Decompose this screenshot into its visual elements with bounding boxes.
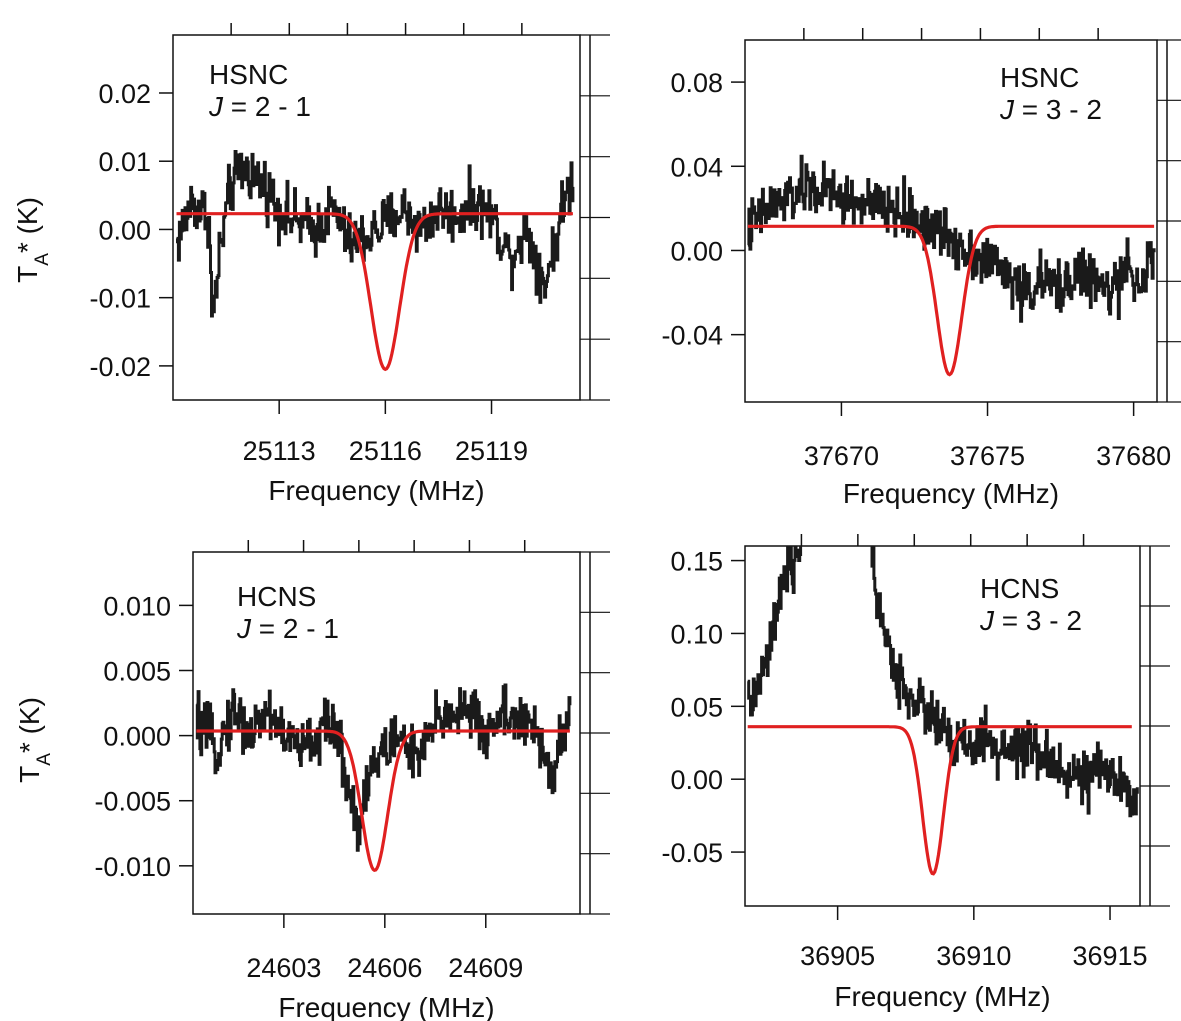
x-axis-title: Frequency (MHz): [268, 475, 484, 506]
y-tick-label: -0.05: [661, 838, 723, 868]
y-tick-label: -0.01: [89, 284, 151, 314]
x-axis-title: Frequency (MHz): [834, 981, 1050, 1012]
y-tick-label: -0.02: [89, 352, 151, 382]
x-tick-label: 25119: [455, 436, 528, 466]
y-tick-label: 0.005: [103, 656, 171, 686]
x-tick-label: 25116: [349, 436, 422, 466]
transition-species-label: HCNS: [237, 581, 316, 612]
model-fit-curve: [176, 212, 573, 372]
y-tick-label: 0.000: [103, 722, 171, 752]
data-layer: [176, 150, 575, 372]
y-tick-label: 0.05: [670, 692, 723, 722]
y-tick-label: 0.10: [670, 619, 723, 649]
observed-spectrum: [747, 154, 1156, 323]
x-tick-label: 36905: [800, 941, 875, 971]
y-tick-label: -0.04: [661, 321, 723, 351]
x-axis-title: Frequency (MHz): [278, 992, 494, 1021]
x-tick-label: 36910: [936, 941, 1011, 971]
data-layer: [747, 154, 1156, 377]
y-tick-label: 0.00: [670, 765, 723, 795]
x-tick-label: 24603: [246, 953, 321, 983]
y-tick-label: 0.010: [103, 591, 171, 621]
x-axis-title: Frequency (MHz): [843, 478, 1059, 509]
y-tick-label: 0.00: [98, 215, 151, 245]
chart-panel-3: 0.010 0.005 0.000 -0.005 -0.010 24603 24606 246…: [14, 540, 610, 1021]
transition-quantum-label: J = 3 - 2: [979, 605, 1082, 636]
x-tick-label: 24606: [347, 953, 422, 983]
transition-quantum-label: J = 3 - 2: [999, 94, 1102, 125]
x-tick-label: 37675: [950, 441, 1025, 471]
x-tick-label: 37670: [804, 441, 879, 471]
y-tick-label: -0.010: [94, 852, 171, 882]
y-tick-label: 0.01: [98, 147, 151, 177]
observed-spectrum: [747, 546, 1139, 818]
chart-panel-4: 0.15 0.10 0.05 0.00 -0.05 36905 36910 36915 Freq…: [661, 534, 1170, 1012]
y-axis-title: TA* (K): [12, 197, 53, 283]
y-tick-label: 0.08: [670, 68, 723, 98]
data-layer: [195, 683, 572, 873]
x-tick-label: 36915: [1072, 941, 1147, 971]
x-tick-label: 24609: [448, 953, 523, 983]
transition-species-label: HSNC: [1000, 62, 1079, 93]
x-tick-label: 25113: [243, 436, 316, 466]
y-tick-label: -0.005: [94, 787, 171, 817]
model-fit-curve: [196, 729, 570, 873]
observed-spectrum: [195, 683, 572, 852]
data-layer: [747, 546, 1139, 876]
y-tick-label: 0.04: [670, 152, 723, 182]
transition-quantum-label: J = 2 - 1: [236, 613, 339, 644]
transition-species-label: HSNC: [209, 59, 288, 90]
transition-quantum-label: J = 2 - 1: [208, 91, 311, 122]
y-axis-title: TA* (K): [14, 697, 55, 783]
chart-panel-2: 0.08 0.04 0.00 -0.04 37670 37675 37680 Frequenc…: [661, 28, 1181, 509]
observed-spectrum: [176, 150, 575, 318]
model-fit-curve: [747, 224, 1155, 377]
x-tick-label: 37680: [1096, 441, 1171, 471]
y-tick-label: 0.02: [98, 79, 151, 109]
y-tick-label: 0.15: [670, 547, 723, 577]
y-tick-label: 0.00: [670, 236, 723, 266]
transition-species-label: HCNS: [980, 573, 1059, 604]
chart-panel-1: 0.02 0.01 0.00 -0.01 -0.02 25113 25116 25119 Fre…: [12, 23, 610, 506]
model-fit-curve: [747, 725, 1132, 876]
